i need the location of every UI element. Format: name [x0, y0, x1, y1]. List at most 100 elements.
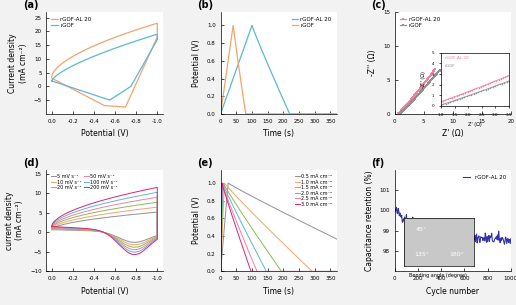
rGOF-AL 20	[140, 26, 147, 29]
rGOF	[274, 112, 280, 116]
Line: 10 mV s⁻¹: 10 mV s⁻¹	[52, 207, 157, 245]
3.0 mA cm⁻²	[333, 270, 340, 273]
rGOF	[309, 112, 315, 116]
100 mV s⁻¹	[49, 225, 55, 229]
2.5 mA cm⁻²	[219, 181, 225, 185]
Y-axis label: Potential (V): Potential (V)	[192, 39, 201, 87]
1.0 mA cm⁻²	[271, 233, 277, 236]
100 mV s⁻¹	[49, 225, 55, 229]
1.5 mA cm⁻²	[330, 270, 336, 273]
Line: rGOF: rGOF	[221, 26, 336, 114]
50 mV s⁻¹	[142, 197, 148, 201]
50 mV s⁻¹	[91, 228, 97, 232]
10 mV s⁻¹	[70, 218, 76, 222]
X-axis label: Potential (V): Potential (V)	[80, 287, 128, 296]
5 mV s⁻¹	[70, 221, 76, 224]
X-axis label: Time (s): Time (s)	[263, 287, 294, 296]
2.5 mA cm⁻²	[330, 270, 336, 273]
0.5 mA cm⁻²	[333, 237, 340, 241]
0.5 mA cm⁻²	[330, 235, 336, 239]
rGOF	[49, 79, 55, 83]
50 mV s⁻¹	[70, 213, 76, 217]
50 mV s⁻¹	[115, 239, 121, 242]
rGOF	[424, 83, 430, 86]
Legend: rGOF-AL 20, rGOF: rGOF-AL 20, rGOF	[397, 15, 442, 30]
rGOF-AL 20	[84, 47, 90, 51]
3.0 mA cm⁻²	[330, 270, 336, 273]
1.0 mA cm⁻²	[330, 270, 336, 273]
Text: Bending angle (degree): Bending angle (degree)	[409, 274, 466, 278]
5 mV s⁻¹	[142, 211, 148, 215]
1.5 mA cm⁻²	[309, 270, 315, 273]
5 mV s⁻¹	[91, 229, 97, 233]
100 mV s⁻¹	[142, 193, 148, 196]
rGOF-AL 20	[417, 87, 423, 90]
20 mV s⁻¹	[115, 238, 121, 241]
2.5 mA cm⁻²	[330, 270, 336, 273]
rGOF-AL 20	[249, 24, 255, 27]
1.0 mA cm⁻²	[333, 270, 340, 273]
200 mV s⁻¹	[154, 185, 160, 189]
rGOF	[223, 70, 230, 74]
Text: (e): (e)	[197, 158, 213, 168]
X-axis label: Z' (Ω): Z' (Ω)	[442, 129, 463, 138]
10 mV s⁻¹	[49, 227, 55, 231]
5 mV s⁻¹	[115, 235, 121, 239]
1.0 mA cm⁻²	[223, 184, 230, 188]
rGOF	[333, 112, 340, 116]
Line: 200 mV s⁻¹: 200 mV s⁻¹	[52, 187, 157, 255]
10 mV s⁻¹	[91, 229, 97, 233]
rGOF	[330, 112, 336, 116]
Y-axis label: current density
(mA cm⁻²): current density (mA cm⁻²)	[5, 191, 24, 250]
2.0 mA cm⁻²	[309, 270, 315, 273]
rGOF	[230, 24, 236, 27]
X-axis label: Time (s): Time (s)	[263, 129, 294, 138]
50 mV s⁻¹	[134, 199, 140, 203]
0.5 mA cm⁻²	[309, 225, 315, 229]
50 mV s⁻¹	[132, 248, 138, 252]
rGOF	[432, 74, 439, 77]
20 mV s⁻¹	[95, 229, 101, 233]
1.5 mA cm⁻²	[271, 259, 277, 263]
Legend: rGOF-AL 20, rGOF: rGOF-AL 20, rGOF	[49, 15, 94, 30]
3.0 mA cm⁻²	[218, 270, 224, 273]
rGOF-AL 20	[154, 21, 160, 25]
rGOF	[421, 86, 427, 90]
200 mV s⁻¹	[70, 208, 76, 212]
Y-axis label: -Z'' (Ω): -Z'' (Ω)	[368, 50, 377, 76]
X-axis label: Potential (V): Potential (V)	[80, 129, 128, 138]
2.0 mA cm⁻²	[223, 191, 230, 194]
20 mV s⁻¹	[91, 228, 97, 232]
rGOF	[149, 48, 155, 51]
rGOF-AL 20	[419, 84, 425, 88]
1.5 mA cm⁻²	[333, 270, 340, 273]
Line: 0.5 mA cm⁻²: 0.5 mA cm⁻²	[221, 183, 336, 271]
5 mV s⁻¹	[132, 241, 138, 244]
200 mV s⁻¹	[49, 225, 55, 228]
rGOF	[218, 112, 224, 116]
100 mV s⁻¹	[132, 250, 138, 254]
20 mV s⁻¹	[132, 246, 138, 249]
100 mV s⁻¹	[154, 191, 160, 194]
rGOF-AL 20	[271, 77, 277, 81]
10 mV s⁻¹	[134, 208, 140, 211]
2.0 mA cm⁻²	[218, 270, 224, 273]
10 mV s⁻¹	[49, 227, 55, 231]
rGOF-AL 20	[49, 75, 55, 79]
2.0 mA cm⁻²	[333, 270, 340, 273]
Text: (d): (d)	[23, 158, 39, 168]
20 mV s⁻¹	[49, 227, 55, 230]
Text: (f): (f)	[372, 158, 385, 168]
rGOF-AL 20	[395, 112, 401, 116]
20 mV s⁻¹	[134, 203, 140, 207]
5 mV s⁻¹	[134, 212, 140, 216]
100 mV s⁻¹	[70, 211, 76, 214]
3.0 mA cm⁻²	[330, 270, 336, 273]
rGOF-AL 20	[421, 82, 427, 86]
rGOF	[437, 68, 443, 72]
100 mV s⁻¹	[115, 240, 121, 243]
20 mV s⁻¹	[142, 202, 148, 206]
10 mV s⁻¹	[132, 243, 138, 247]
Line: 2.5 mA cm⁻²: 2.5 mA cm⁻²	[221, 183, 336, 271]
rGOF-AL 20	[149, 47, 155, 51]
